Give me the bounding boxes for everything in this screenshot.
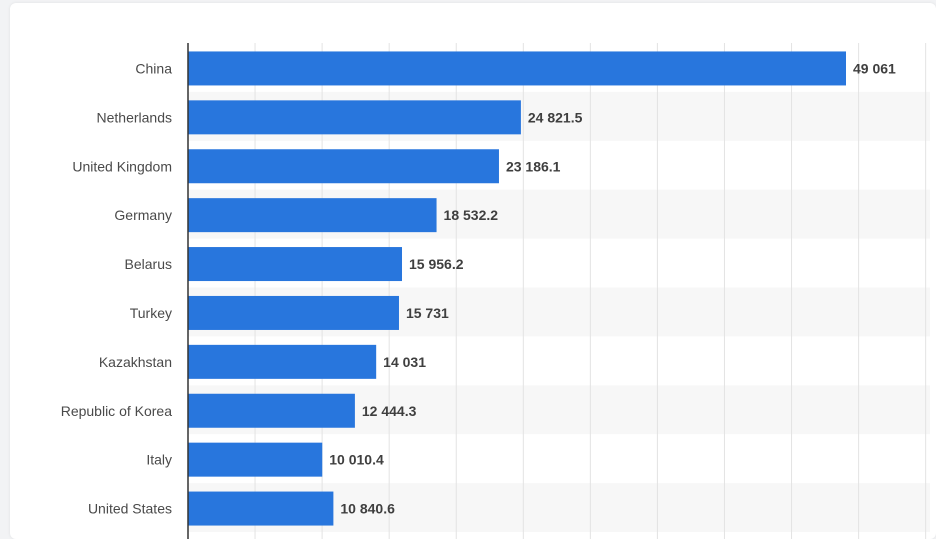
bar: [188, 295, 399, 330]
bar: [188, 393, 355, 428]
category-labels: China Netherlands United Kingdom Germany Bel…: [61, 60, 173, 516]
bar: [188, 51, 846, 86]
value-label: 15 731: [406, 305, 449, 321]
value-label: 10 840.6: [340, 501, 395, 517]
value-label: 10 010.4: [329, 452, 384, 468]
bar: [188, 491, 334, 526]
chart-card: China Netherlands United Kingdom Germany Bel…: [10, 3, 936, 539]
value-label: 14 031: [383, 354, 426, 370]
value-label: 23 186.1: [506, 158, 561, 174]
category-label: China: [135, 60, 172, 76]
value-label: 24 821.5: [528, 109, 583, 125]
category-label: Germany: [114, 207, 172, 223]
category-label: Belarus: [125, 256, 172, 272]
value-label: 15 956.2: [409, 256, 464, 272]
bar: [188, 198, 437, 233]
category-label: United Kingdom: [72, 158, 172, 174]
bar: [188, 344, 377, 379]
value-label: 18 532.2: [444, 207, 499, 223]
category-label: Italy: [146, 452, 172, 468]
bar: [188, 247, 403, 282]
bar: [188, 100, 521, 135]
value-labels: 49 061 24 821.5 23 186.1 18 532.2 15 956.2 15…: [329, 60, 896, 516]
category-label: Kazakhstan: [99, 354, 172, 370]
value-label: 49 061: [853, 60, 896, 76]
category-label: Turkey: [130, 305, 172, 321]
category-label: Netherlands: [97, 109, 173, 125]
category-label: United States: [88, 501, 172, 517]
category-label: Republic of Korea: [61, 403, 173, 419]
bar: [188, 149, 499, 184]
bar: [188, 442, 323, 477]
bars: [188, 51, 846, 526]
value-label: 12 444.3: [362, 403, 417, 419]
bar-chart: China Netherlands United Kingdom Germany Bel…: [61, 43, 930, 539]
